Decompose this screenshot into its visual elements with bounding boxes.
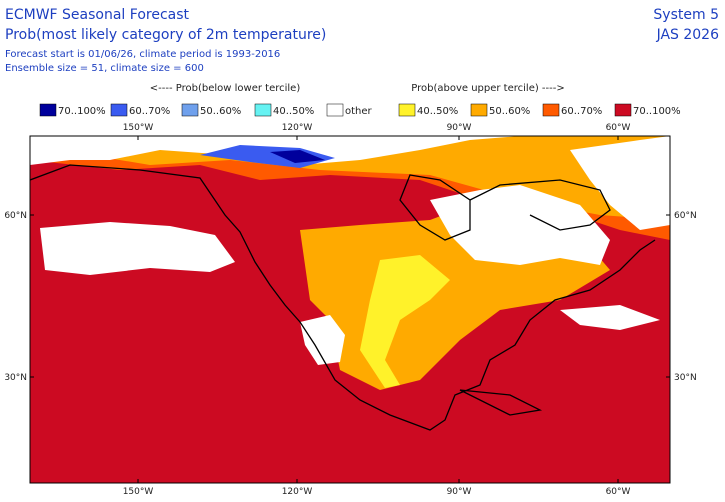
legend-label: 60..70% (561, 106, 602, 117)
lon-label: 60°W (606, 123, 631, 133)
lon-label: 150°W (123, 487, 154, 497)
lat-label: 60°N (674, 211, 697, 221)
legend-label: 70..100% (633, 106, 681, 117)
legend-swatch (254, 103, 272, 117)
legend-swatch (326, 103, 344, 117)
legend-label: 40..50% (417, 106, 458, 117)
system: System 5 (653, 7, 719, 23)
legend-label: 40..50% (273, 106, 314, 117)
legend-heading: Prob(above upper tercile) ----> (411, 83, 565, 94)
info-line: Forecast start is 01/06/26, climate peri… (5, 49, 280, 60)
lat-label: 30°N (4, 373, 27, 383)
lon-label: 120°W (282, 123, 313, 133)
graticule-labels: 150°W 150°W 120°W 120°W 90°W 90°W 60°W 60°W 60°N… (4, 123, 696, 497)
lat-label: 60°N (4, 211, 27, 221)
legend: 70..100% 60..70% 50..60% 40..50% other 40..50… (39, 103, 681, 117)
subtitle: Prob(most likely category of 2m temperat… (5, 27, 326, 43)
lat-label: 30°N (674, 373, 697, 383)
legend-swatch (614, 103, 632, 117)
legend-label: 50..60% (489, 106, 530, 117)
title: ECMWF Seasonal Forecast (5, 7, 190, 23)
info-line: Ensemble size = 51, climate size = 600 (5, 63, 204, 74)
period: JAS 2026 (656, 27, 720, 43)
map-frame (29, 135, 671, 484)
legend-swatch (470, 103, 488, 117)
map (30, 136, 670, 483)
legend-swatch (398, 103, 416, 117)
legend-heading: <---- Prob(below lower tercile) (150, 83, 301, 94)
legend-label: 70..100% (58, 106, 106, 117)
lon-label: 120°W (282, 487, 313, 497)
lon-label: 90°W (447, 487, 472, 497)
lon-label: 90°W (447, 123, 472, 133)
legend-label: 60..70% (129, 106, 170, 117)
lon-label: 60°W (606, 487, 631, 497)
legend-label: 50..60% (200, 106, 241, 117)
legend-swatch (110, 103, 128, 117)
legend-swatch (181, 103, 199, 117)
legend-swatch (39, 103, 57, 117)
lon-label: 150°W (123, 123, 154, 133)
legend-label: other (345, 106, 373, 117)
legend-swatch (542, 103, 560, 117)
